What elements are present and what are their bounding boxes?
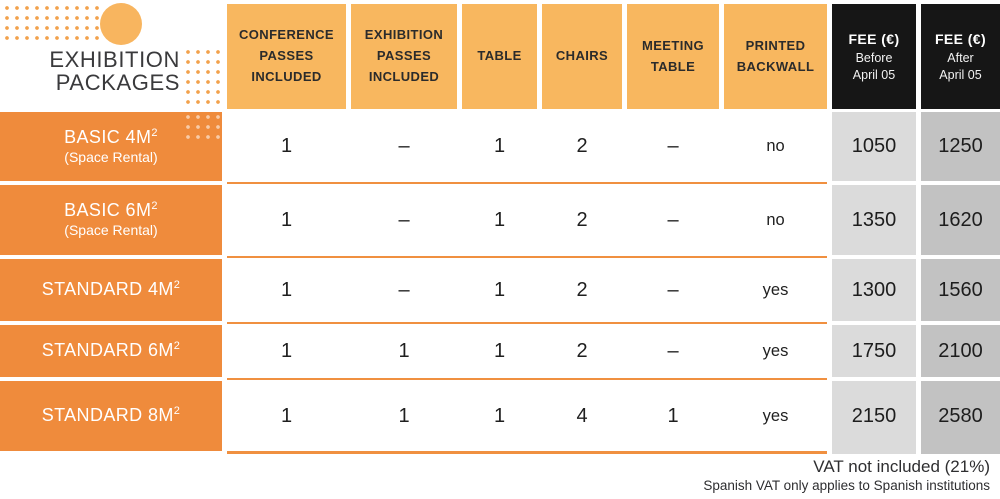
package-name: BASIC 6M2	[64, 200, 158, 221]
col-header-meeting-table: MEETING TABLE	[627, 4, 719, 109]
col-header-label: CONFERENCE PASSES INCLUDED	[238, 27, 334, 84]
col-header-label: EXHIBITION PASSES INCLUDED	[364, 27, 444, 84]
col-header-conference-passes: CONFERENCE PASSES INCLUDED	[227, 4, 346, 109]
dot-pattern-right-lower	[183, 112, 224, 142]
cell-chairs: 2	[542, 112, 622, 181]
cell-conference-passes: 1	[227, 259, 346, 321]
table-row-basic-4m: BASIC 4M2 (Space Rental) 1 – 1 2 – no 10…	[0, 112, 1000, 181]
row-label: STANDARD 8M2	[0, 381, 222, 451]
cell-table: 1	[462, 325, 537, 377]
cell-meeting-table: –	[627, 112, 719, 181]
table-row-standard-8m: STANDARD 8M2 1 1 1 4 1 yes 2150 2580	[0, 381, 1000, 454]
col-header-label: CHAIRS	[555, 48, 609, 64]
table-row-standard-6m: STANDARD 6M2 1 1 1 2 – yes 1750 2100	[0, 325, 1000, 377]
cell-printed-backwall: yes	[724, 325, 827, 377]
fee-sub2: April 05	[852, 68, 896, 82]
cell-meeting-table: –	[627, 259, 719, 321]
cell-fee-after: 2580	[921, 381, 1000, 454]
col-header-fee-before: FEE (€) Before April 05	[832, 4, 916, 109]
row-separator	[0, 321, 1000, 325]
cell-chairs: 4	[542, 381, 622, 451]
cell-meeting-table: 1	[627, 381, 719, 451]
row-label: STANDARD 6M2	[0, 325, 222, 377]
cell-fee-after: 1250	[921, 112, 1000, 181]
cell-exhibition-passes: –	[351, 185, 457, 255]
brand-block: EXHIBITION PACKAGES	[0, 0, 222, 110]
cell-table: 1	[462, 112, 537, 181]
package-name: BASIC 4M2	[64, 126, 158, 147]
cell-exhibition-passes: 1	[351, 325, 457, 377]
cell-conference-passes: 1	[227, 381, 346, 451]
orange-circle-decoration	[100, 3, 142, 45]
dot-pattern-right-upper	[183, 47, 224, 108]
col-header-table: TABLE	[462, 4, 537, 109]
fee-sub1: After	[947, 51, 974, 66]
package-name: STANDARD 6M2	[41, 340, 181, 361]
row-separator	[0, 377, 1000, 381]
page-title-line1: EXHIBITION	[49, 47, 180, 72]
fee-title: FEE (€)	[934, 31, 987, 48]
cell-conference-passes: 1	[227, 325, 346, 377]
header-spacer	[0, 4, 222, 109]
row-label: BASIC 6M2 (Space Rental)	[0, 185, 222, 255]
col-header-label: TABLE	[477, 48, 522, 64]
cell-chairs: 2	[542, 259, 622, 321]
row-separator	[0, 181, 1000, 185]
cell-fee-before: 1050	[832, 112, 916, 181]
cell-printed-backwall: no	[724, 185, 827, 255]
cell-table: 1	[462, 381, 537, 451]
cell-table: 1	[462, 259, 537, 321]
cell-meeting-table: –	[627, 185, 719, 255]
cell-fee-after: 1620	[921, 185, 1000, 255]
vat-note-line2: Spanish VAT only applies to Spanish inst…	[703, 478, 990, 493]
fee-title: FEE (€)	[848, 31, 900, 48]
table-header: CONFERENCE PASSES INCLUDED EXHIBITION PA…	[0, 4, 1000, 109]
col-header-label: PRINTED BACKWALL	[736, 37, 815, 74]
cell-fee-before: 1300	[832, 259, 916, 321]
cell-chairs: 2	[542, 325, 622, 377]
cell-exhibition-passes: –	[351, 259, 457, 321]
cell-fee-after: 1560	[921, 259, 1000, 321]
col-header-label: MEETING TABLE	[641, 37, 705, 74]
cell-fee-before: 1750	[832, 325, 916, 377]
cell-printed-backwall: yes	[724, 381, 827, 451]
vat-note-line1: VAT not included (21%)	[813, 457, 990, 476]
col-header-exhibition-passes: EXHIBITION PASSES INCLUDED	[351, 4, 457, 109]
fee-sub2: April 05	[939, 68, 982, 82]
cell-fee-before: 1350	[832, 185, 916, 255]
table-row-standard-4m: STANDARD 4M2 1 – 1 2 – yes 1300 1560	[0, 259, 1000, 321]
cell-printed-backwall: yes	[724, 259, 827, 321]
cell-chairs: 2	[542, 185, 622, 255]
package-subtitle: (Space Rental)	[64, 148, 158, 165]
cell-table: 1	[462, 185, 537, 255]
cell-conference-passes: 1	[227, 112, 346, 181]
table-row-basic-6m: BASIC 6M2 (Space Rental) 1 – 1 2 – no 13…	[0, 185, 1000, 255]
cell-conference-passes: 1	[227, 185, 346, 255]
col-header-chairs: CHAIRS	[542, 4, 622, 109]
cell-fee-before: 2150	[832, 381, 916, 454]
table-body: BASIC 4M2 (Space Rental) 1 – 1 2 – no 10…	[0, 112, 1000, 454]
row-label: STANDARD 4M2	[0, 259, 222, 321]
col-header-fee-after: FEE (€) After April 05	[921, 4, 1000, 109]
dot-pattern-top-left	[2, 3, 102, 44]
cell-meeting-table: –	[627, 325, 719, 377]
table-bottom-border	[0, 451, 1000, 454]
cell-printed-backwall: no	[724, 112, 827, 181]
cell-fee-after: 2100	[921, 325, 1000, 377]
package-subtitle: (Space Rental)	[64, 222, 158, 239]
cell-exhibition-passes: –	[351, 112, 457, 181]
package-name: STANDARD 8M2	[41, 405, 181, 426]
fee-sub1: Before	[855, 51, 893, 66]
page-title-line2: PACKAGES	[55, 69, 180, 95]
row-separator	[0, 255, 1000, 259]
package-name: STANDARD 4M2	[41, 279, 181, 300]
page-title: EXHIBITION PACKAGES	[49, 47, 180, 95]
col-header-printed-backwall: PRINTED BACKWALL	[724, 4, 827, 109]
vat-note: VAT not included (21%) Spanish VAT only …	[703, 456, 990, 495]
cell-exhibition-passes: 1	[351, 381, 457, 451]
